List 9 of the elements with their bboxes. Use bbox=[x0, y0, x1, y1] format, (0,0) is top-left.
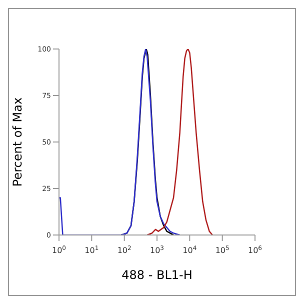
x-tick-label: 10$^{0}$ bbox=[52, 244, 66, 255]
y-axis-title: Percent of Max bbox=[10, 97, 24, 187]
x-tick-label: 10$^{3}$ bbox=[150, 244, 164, 255]
x-tick-label: 10$^{6}$ bbox=[248, 244, 262, 255]
x-axis-title: 488 - BL1-H bbox=[122, 268, 192, 282]
x-tick-label: 10$^{2}$ bbox=[117, 244, 132, 255]
x-tick-label: 10$^{4}$ bbox=[182, 244, 197, 255]
x-tick-label: 10$^{5}$ bbox=[215, 244, 230, 255]
x-tick-label: 10$^{1}$ bbox=[84, 244, 99, 255]
